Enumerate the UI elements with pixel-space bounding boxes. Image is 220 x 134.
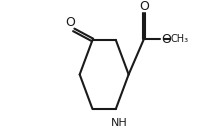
Text: NH: NH	[111, 118, 127, 128]
Text: O: O	[66, 16, 75, 29]
Text: CH₃: CH₃	[170, 34, 189, 44]
Text: O: O	[161, 33, 171, 46]
Text: O: O	[139, 0, 149, 13]
